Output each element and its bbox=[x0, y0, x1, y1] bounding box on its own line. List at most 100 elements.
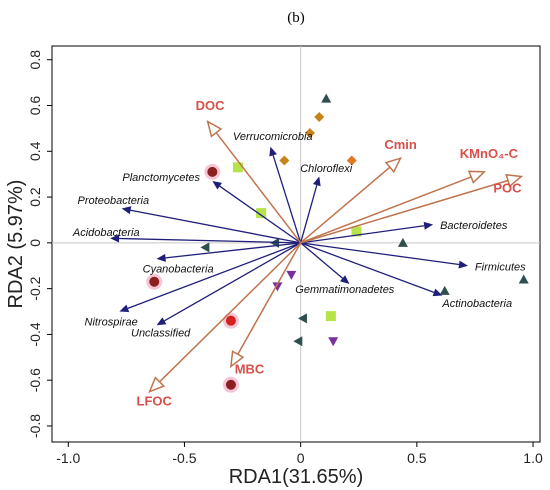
x-tick-label: -1.0 bbox=[56, 450, 80, 466]
species-arrow-head bbox=[269, 146, 277, 157]
species-unclassified: Unclassified bbox=[131, 242, 301, 340]
y-tick-label: 0.8 bbox=[27, 50, 43, 70]
species-arrow-head bbox=[110, 234, 120, 243]
environmental-arrow-head bbox=[206, 120, 223, 138]
sample-point-diamond bbox=[304, 127, 315, 138]
environmental-label: MBC bbox=[235, 361, 265, 376]
environmental-label: LFOC bbox=[137, 393, 173, 408]
x-tick-label: 0.5 bbox=[407, 450, 427, 466]
environmental-doc: DOC bbox=[196, 98, 302, 244]
y-tick-label: 0.4 bbox=[27, 141, 43, 161]
species-arrow-head bbox=[156, 317, 167, 326]
species-arrow-line bbox=[127, 242, 301, 309]
environmental-mbc: MBC bbox=[229, 242, 302, 376]
environmental-kmno-c: KMnO₄-C bbox=[300, 146, 519, 244]
x-axis-ticks: -1.0 -0.5 0 0.5 1.0 bbox=[56, 442, 543, 466]
sample-point-triangle-up bbox=[439, 285, 450, 295]
sample-point-square bbox=[351, 226, 362, 237]
species-firmicutes: Firmicutes bbox=[300, 242, 526, 273]
y-tick-label: 0.6 bbox=[27, 96, 43, 116]
species-arrow-line bbox=[130, 209, 301, 244]
species-label: Gemmatimonadetes bbox=[295, 284, 395, 296]
species-proteobacteria: Proteobacteria bbox=[78, 195, 301, 244]
species-chloroflexi: Chloroflexi bbox=[300, 163, 353, 244]
species-label: Unclassified bbox=[131, 328, 191, 340]
environmental-arrow-line bbox=[159, 242, 302, 383]
panel-label: (b) bbox=[287, 10, 305, 26]
species-bacteroidetes: Bacteroidetes bbox=[300, 220, 508, 244]
sample-point-circle bbox=[149, 276, 160, 287]
species-arrow-head bbox=[423, 221, 434, 230]
species-gemmatimonadetes: Gemmatimonadetes bbox=[295, 242, 395, 296]
sample-point-triangle-up bbox=[518, 274, 529, 284]
species-label: Planctomycetes bbox=[122, 172, 200, 184]
environmental-arrow-line bbox=[300, 176, 472, 244]
environmental-arrows: DOC Cmin KMnO₄-C POC MBC LFOC bbox=[137, 98, 524, 408]
species-arrow-line bbox=[300, 184, 318, 244]
environmental-arrow-head bbox=[148, 376, 166, 393]
sample-point-triangle-left bbox=[297, 313, 307, 324]
species-label: Proteobacteria bbox=[78, 195, 150, 207]
species-label: Verrucomicrobia bbox=[233, 131, 313, 143]
environmental-arrow-line bbox=[300, 179, 509, 244]
environmental-label: Cmin bbox=[384, 137, 417, 152]
sample-point-square bbox=[325, 311, 336, 322]
environmental-label: KMnO₄-C bbox=[460, 146, 519, 161]
species-arrow-head bbox=[119, 304, 130, 313]
environmental-arrow-line bbox=[237, 242, 302, 355]
environmental-lfoc: LFOC bbox=[137, 242, 302, 408]
sample-point-triangle-up bbox=[397, 237, 408, 247]
species-arrow-head bbox=[212, 181, 223, 190]
environmental-arrow-line bbox=[215, 132, 302, 244]
y-tick-label: -0.6 bbox=[27, 368, 43, 392]
sample-point-triangle-down bbox=[272, 282, 283, 292]
y-tick-label: 0 bbox=[27, 239, 43, 247]
species-acidobacteria: Acidobacteria bbox=[72, 227, 301, 244]
sample-point-circle bbox=[225, 315, 236, 326]
species-arrow-head bbox=[432, 288, 443, 297]
y-axis-ticks: -0.8 -0.6 -0.4 -0.2 0 0.2 0.4 0.6 0.8 bbox=[27, 50, 52, 438]
sample-point-square bbox=[232, 162, 243, 173]
y-tick-label: 0.2 bbox=[27, 187, 43, 207]
species-label: Nitrospirae bbox=[85, 316, 138, 328]
y-tick-label: -0.2 bbox=[27, 276, 43, 300]
species-arrow-line bbox=[300, 242, 435, 293]
y-tick-label: -0.8 bbox=[27, 414, 43, 438]
species-arrow-head bbox=[121, 206, 132, 215]
y-axis-title: RDA2 (5.97%) bbox=[5, 180, 27, 309]
species-label: Acidobacteria bbox=[72, 227, 140, 239]
species-planctomycetes: Planctomycetes bbox=[122, 172, 302, 244]
environmental-arrow-head bbox=[467, 170, 487, 184]
x-tick-label: -0.5 bbox=[172, 450, 196, 466]
x-tick-label: 0 bbox=[297, 450, 305, 466]
plot-frame bbox=[51, 45, 541, 443]
species-arrow-head bbox=[312, 176, 321, 187]
sample-point-triangle-up bbox=[321, 93, 332, 103]
sample-point-circle bbox=[207, 166, 218, 177]
species-arrows: Verrucomicrobia Planctomycetes Chloroflexi… bbox=[72, 131, 526, 340]
species-arrow-line bbox=[164, 242, 301, 322]
sample-point-triangle-down bbox=[286, 270, 297, 280]
x-tick-label: 1.0 bbox=[523, 450, 543, 466]
environmental-cmin: Cmin bbox=[300, 137, 417, 244]
species-arrow-line bbox=[165, 242, 301, 259]
sample-point-diamond bbox=[314, 111, 325, 122]
sample-point-diamond bbox=[279, 155, 290, 166]
species-arrow-head bbox=[458, 260, 468, 269]
sample-points bbox=[146, 93, 529, 393]
species-label: Actinobacteria bbox=[441, 298, 512, 310]
species-verrucomicrobia: Verrucomicrobia bbox=[233, 131, 313, 244]
species-arrow-line bbox=[300, 242, 343, 279]
sample-point-triangle-left bbox=[293, 336, 303, 347]
species-arrow-head bbox=[339, 275, 350, 285]
species-actinobacteria: Actinobacteria bbox=[300, 242, 512, 310]
environmental-label: DOC bbox=[196, 98, 226, 113]
environmental-arrow-line bbox=[300, 166, 391, 244]
species-label: Bacteroidetes bbox=[440, 220, 508, 232]
species-arrow-line bbox=[219, 185, 302, 244]
environmental-arrow-head bbox=[384, 156, 403, 174]
species-label: Chloroflexi bbox=[300, 163, 353, 175]
sample-point-triangle-left bbox=[200, 242, 210, 253]
y-tick-label: -0.4 bbox=[27, 322, 43, 346]
species-cyanobacteria: Cyanobacteria bbox=[143, 242, 301, 276]
